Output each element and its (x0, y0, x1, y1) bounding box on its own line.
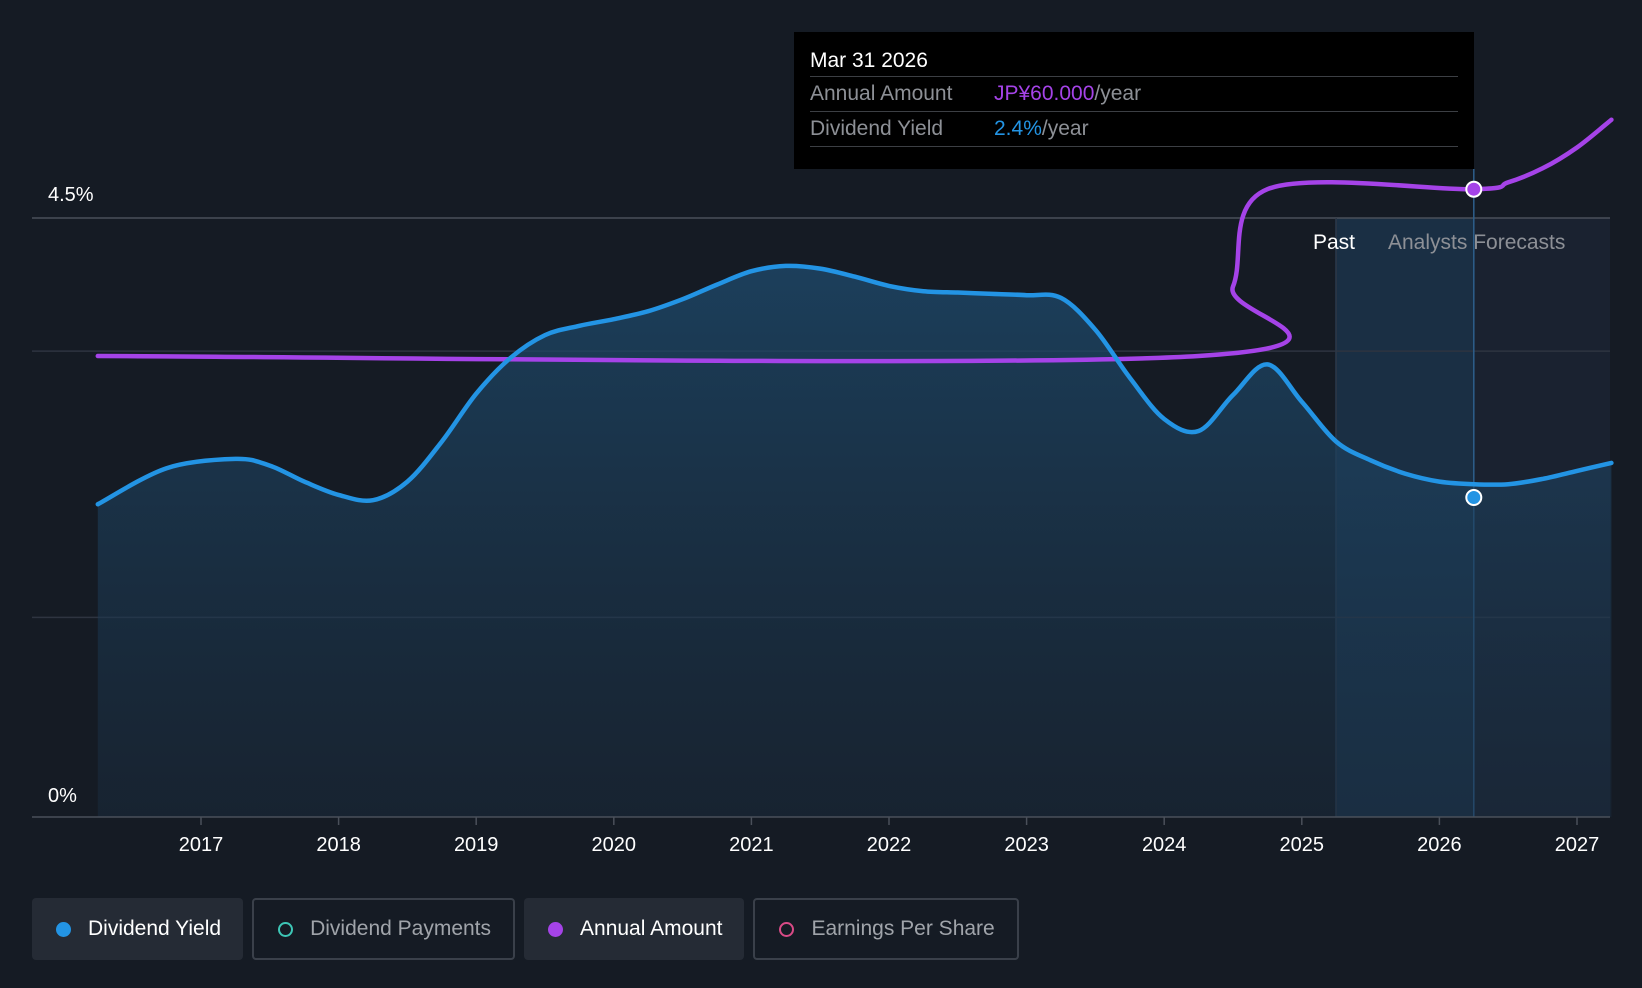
x-tick-label: 2024 (1142, 834, 1187, 856)
analysts-forecasts-label: Analysts Forecasts (1388, 231, 1565, 254)
tooltip-unit: /year (1094, 82, 1142, 105)
dividend-payments-dot-icon (278, 921, 294, 937)
annual-amount-marker (1465, 180, 1483, 198)
legend-label: Earnings Per Share (811, 917, 995, 940)
x-tick-label: 2018 (316, 834, 361, 856)
chart-legend: Dividend Yield Dividend Payments Annual … (32, 898, 1019, 960)
y-axis-label-top: 4.5% (48, 184, 94, 206)
annual-amount-dot-icon (548, 921, 564, 937)
tooltip-unit: /year (1041, 117, 1089, 140)
legend-label: Dividend Yield (88, 917, 222, 940)
x-tick-label: 2019 (454, 834, 499, 856)
tooltip-row-dividend-yield: Dividend Yield 2.4% /year (810, 111, 1458, 147)
tooltip-date: Mar 31 2026 (810, 49, 928, 72)
x-tick-label: 2021 (729, 834, 774, 856)
tooltip-value: 2.4% (994, 117, 1042, 140)
tooltip-label: Dividend Yield (810, 117, 944, 140)
annual-amount-line (95, 117, 1614, 364)
legend-label: Dividend Payments (310, 917, 492, 940)
chart-tooltip: Mar 31 2026 Annual Amount JP¥60.000 /yea… (794, 32, 1474, 169)
x-tick-label: 2027 (1555, 834, 1600, 856)
x-tick-label: 2020 (592, 834, 637, 856)
past-label: Past (1313, 231, 1355, 254)
dividend-yield-line (95, 263, 1614, 507)
legend-earnings-per-share[interactable]: Earnings Per Share (753, 898, 1019, 960)
legend-dividend-yield[interactable]: Dividend Yield (32, 898, 244, 960)
dividend-yield-dot-icon (56, 921, 71, 937)
x-tick-label: 2017 (179, 834, 224, 856)
y-axis-label-bottom: 0% (48, 785, 77, 807)
legend-annual-amount[interactable]: Annual Amount (524, 898, 745, 960)
dividend-yield-area (97, 265, 1612, 817)
dividend-yield-marker (1465, 489, 1483, 507)
x-tick-label: 2023 (1004, 834, 1049, 856)
tooltip-label: Annual Amount (810, 82, 953, 105)
x-tick-label: 2026 (1417, 834, 1462, 856)
x-tick-label: 2025 (1280, 834, 1325, 856)
tooltip-value: JP¥60.000 (994, 82, 1095, 105)
tooltip-row-annual-amount: Annual Amount JP¥60.000 /year (810, 76, 1458, 111)
x-tick-label: 2022 (867, 834, 912, 856)
legend-dividend-payments[interactable]: Dividend Payments (252, 898, 516, 960)
legend-label: Annual Amount (580, 917, 723, 940)
earnings-per-share-dot-icon (779, 921, 795, 937)
